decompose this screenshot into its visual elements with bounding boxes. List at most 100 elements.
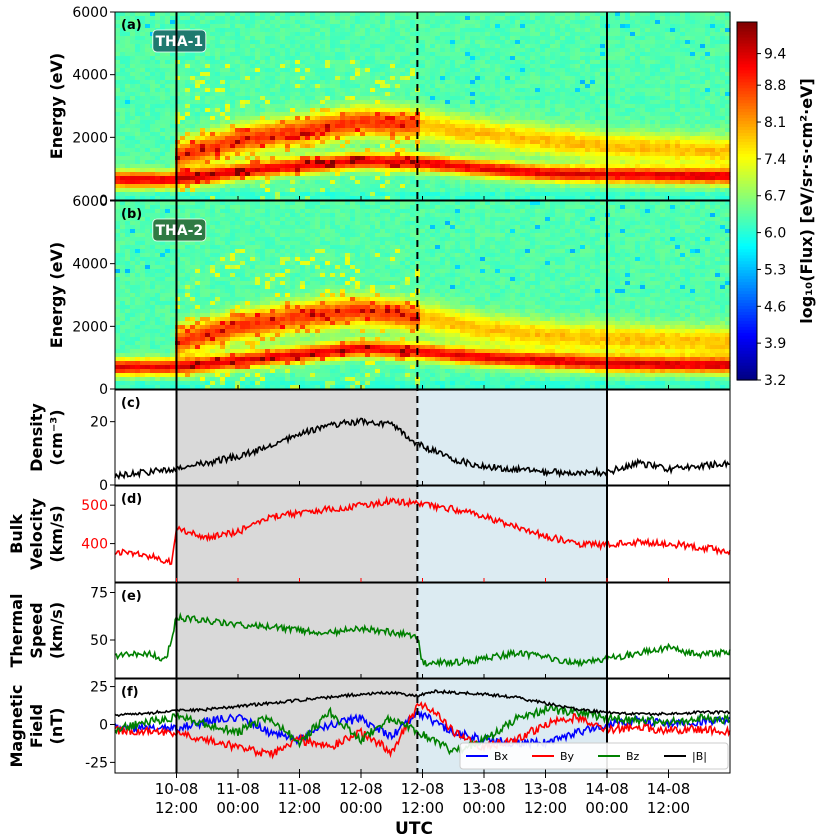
heatmap-cell — [135, 124, 141, 129]
heatmap-cell — [620, 188, 626, 193]
heatmap-cell — [320, 12, 326, 17]
heatmap-cell — [370, 56, 376, 61]
heatmap-cell — [160, 52, 166, 57]
heatmap-cell — [230, 20, 236, 25]
heatmap-cell — [260, 168, 266, 173]
heatmap-cell — [355, 168, 361, 173]
heatmap-cell — [500, 52, 506, 57]
heatmap-cell — [285, 36, 291, 41]
heatmap-cell — [575, 116, 581, 121]
heatmap-cell — [435, 56, 441, 61]
heatmap-cell — [600, 92, 606, 97]
heatmap-cell — [205, 164, 211, 169]
heatmap-cell — [185, 84, 191, 89]
heatmap-cell — [170, 16, 176, 21]
heatmap-cell — [300, 184, 306, 189]
heatmap-cell — [195, 120, 201, 125]
heatmap-cell — [555, 100, 561, 105]
heatmap-cell — [135, 180, 141, 185]
heatmap-cell — [545, 84, 551, 89]
heatmap-cell — [305, 120, 311, 125]
heatmap-cell — [275, 28, 281, 33]
heatmap-cell — [470, 36, 476, 41]
heatmap-cell — [370, 32, 376, 37]
heatmap-cell — [240, 144, 246, 149]
heatmap-cell — [540, 112, 546, 117]
heatmap-cell — [155, 104, 161, 109]
heatmap-cell — [285, 188, 291, 193]
heatmap-cell — [265, 116, 271, 121]
heatmap-cell — [505, 12, 511, 17]
heatmap-cell — [390, 108, 396, 113]
heatmap-cell — [245, 48, 251, 53]
heatmap-cell — [275, 88, 281, 93]
heatmap-cell — [255, 32, 261, 37]
heatmap-cell — [410, 88, 416, 93]
heatmap-cell — [580, 88, 586, 93]
heatmap-cell — [375, 116, 381, 121]
heatmap-cell — [310, 48, 316, 53]
heatmap-cell — [140, 68, 146, 73]
heatmap-cell — [180, 88, 186, 93]
heatmap-cell — [555, 96, 561, 101]
heatmap-cell — [330, 28, 336, 33]
heatmap-cell — [405, 112, 411, 117]
heatmap-cell — [240, 124, 246, 129]
heatmap-cell — [285, 68, 291, 73]
heatmap-cell — [620, 24, 626, 29]
heatmap-cell — [590, 180, 596, 185]
heatmap-cell — [225, 108, 231, 113]
heatmap-cell — [330, 160, 336, 165]
heatmap-cell — [155, 188, 161, 193]
heatmap-cell — [515, 160, 521, 165]
heatmap-cell — [600, 88, 606, 93]
heatmap-cell — [295, 60, 301, 65]
heatmap-cell — [160, 104, 166, 109]
heatmap-cell — [160, 184, 166, 189]
heatmap-cell — [455, 20, 461, 25]
heatmap-cell — [620, 72, 626, 77]
heatmap-cell — [330, 196, 336, 201]
heatmap-cell — [325, 124, 331, 129]
heatmap-cell — [280, 48, 286, 53]
heatmap-cell — [260, 64, 266, 69]
heatmap-cell — [425, 76, 431, 81]
heatmap-cell — [315, 148, 321, 153]
heatmap-cell — [410, 36, 416, 41]
heatmap-cell — [515, 136, 521, 141]
heatmap-cell — [160, 92, 166, 97]
heatmap-cell — [190, 156, 196, 161]
heatmap-cell — [160, 148, 166, 153]
heatmap-cell — [360, 88, 366, 93]
heatmap-cell — [615, 124, 621, 129]
heatmap-cell — [320, 96, 326, 101]
heatmap-cell — [405, 104, 411, 109]
heatmap-cell — [300, 192, 306, 197]
heatmap-cell — [140, 48, 146, 53]
heatmap-cell — [235, 152, 241, 157]
heatmap-cell — [300, 72, 306, 77]
heatmap-cell — [525, 136, 531, 141]
heatmap-cell — [370, 164, 376, 169]
heatmap-cell — [145, 180, 151, 185]
heatmap-cell — [355, 20, 361, 25]
heatmap-cell — [310, 32, 316, 37]
heatmap-cell — [130, 112, 136, 117]
heatmap-cell — [460, 100, 466, 105]
heatmap-cell — [130, 76, 136, 81]
heatmap-cell — [500, 184, 506, 189]
heatmap-cell — [315, 176, 321, 181]
heatmap-cell — [335, 76, 341, 81]
heatmap-cell — [365, 52, 371, 57]
heatmap-cell — [465, 88, 471, 93]
heatmap-cell — [265, 136, 271, 141]
heatmap-cell — [480, 88, 486, 93]
heatmap-cell — [445, 180, 451, 185]
heatmap-cell — [125, 68, 131, 73]
heatmap-cell — [475, 104, 481, 109]
heatmap-cell — [240, 156, 246, 161]
heatmap-cell — [115, 28, 121, 33]
heatmap-cell — [400, 188, 406, 193]
heatmap-cell — [130, 152, 136, 157]
heatmap-cell — [150, 96, 156, 101]
